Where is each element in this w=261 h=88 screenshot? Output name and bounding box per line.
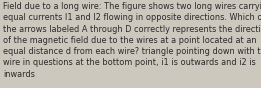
Text: Field due to a long wire: The figure shows two long wires carrying
equal current: Field due to a long wire: The figure sho… [3, 2, 261, 79]
